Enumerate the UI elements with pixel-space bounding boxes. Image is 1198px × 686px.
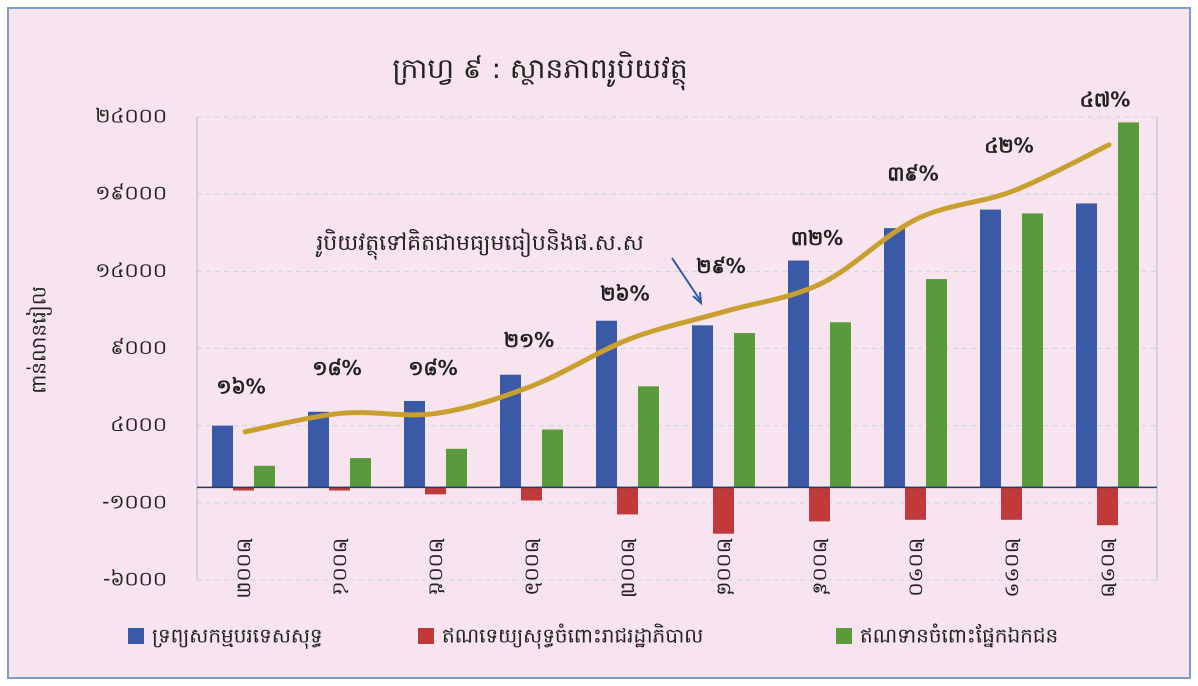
bar <box>980 209 1001 488</box>
bar <box>788 260 809 488</box>
bar <box>1118 122 1139 488</box>
y-tick-label: ១៩០០០ <box>95 181 167 205</box>
x-tick-label: ២០០៦ <box>521 538 545 596</box>
bar <box>926 279 947 488</box>
bar <box>1097 487 1118 526</box>
data-label: ៣៩% <box>887 161 938 185</box>
y-tick-label: ១៤០០០ <box>95 258 167 282</box>
bar <box>233 487 254 491</box>
legend-label: ឥណទេយ្យសុទ្ធចំពោះរាជរដ្ឋាភិបាល <box>442 623 703 650</box>
bar <box>638 386 659 488</box>
annotation-arrowhead <box>692 291 703 306</box>
bar <box>617 487 638 515</box>
legend-swatch <box>418 628 434 644</box>
legend-swatch <box>128 628 144 644</box>
y-tick-label: ៤០០០ <box>110 412 167 436</box>
x-tick-label: ២០០៩ <box>809 538 833 596</box>
line <box>242 142 1112 435</box>
bar <box>446 448 467 488</box>
x-tick-label: ២០០៧ <box>617 538 641 598</box>
data-label: ៤៧% <box>1080 87 1131 111</box>
bar <box>404 400 425 488</box>
bar <box>734 333 755 488</box>
bar <box>830 322 851 488</box>
bar <box>1022 213 1043 488</box>
data-label: ១៨% <box>312 356 361 380</box>
legend-label: ទ្រព្យសកម្មបរទេសសុទ្ធ <box>152 624 323 650</box>
bar <box>809 487 830 522</box>
bar <box>713 487 734 534</box>
bar <box>308 411 329 488</box>
bar <box>425 487 446 495</box>
y-tick-label: ៩០០០ <box>110 335 167 359</box>
legend-swatch <box>836 628 852 644</box>
annotation: រូបិយវត្ថុទៅគិតជាមធ្យមធៀបនិងផ.ស.ស <box>315 228 643 260</box>
data-label: ៣២% <box>791 226 843 250</box>
x-tick-label: ២០១២ <box>1097 538 1121 598</box>
x-tick-label: ២០១០ <box>905 538 929 597</box>
x-tick-label: ២០០៤ <box>329 538 353 596</box>
bar <box>884 228 905 488</box>
bar <box>329 487 350 491</box>
x-tick-label: ២០០៥ <box>425 538 449 596</box>
data-label: ៤២% <box>984 134 1033 158</box>
bar <box>350 458 371 488</box>
bar <box>596 320 617 488</box>
bar <box>500 374 521 488</box>
y-axis-label: ពាន់លានរៀល <box>26 286 53 394</box>
data-label: ២៦% <box>600 282 649 306</box>
y-tick-label: -១០០០ <box>102 489 167 513</box>
data-label: ២៩% <box>696 254 745 278</box>
x-tick-label: ២០០៣ <box>233 538 257 599</box>
bar <box>905 487 926 520</box>
bar <box>521 487 542 501</box>
y-tick-label: -៦០០០ <box>103 567 167 591</box>
x-tick-label: ២០០៨ <box>713 538 737 596</box>
bar <box>254 465 275 488</box>
data-label: ២១% <box>504 328 554 352</box>
annotation-arrow <box>671 257 701 301</box>
x-tick-label: ២០១១ <box>1001 538 1025 598</box>
y-tick-label: ២៤០០០ <box>95 104 167 128</box>
chart-title: ក្រាហ្វ ៩ : ស្ថានភាពរូបិយវត្ថុ <box>392 51 687 91</box>
bar <box>1001 487 1022 520</box>
bar <box>692 325 713 488</box>
bar <box>1076 203 1097 488</box>
bar <box>542 429 563 488</box>
legend-label: ឥណទានចំពោះផ្នែកឯកជន <box>860 623 1058 648</box>
data-label: ១៨% <box>408 356 457 380</box>
bar <box>212 425 233 488</box>
data-label: ១៦% <box>216 374 265 398</box>
